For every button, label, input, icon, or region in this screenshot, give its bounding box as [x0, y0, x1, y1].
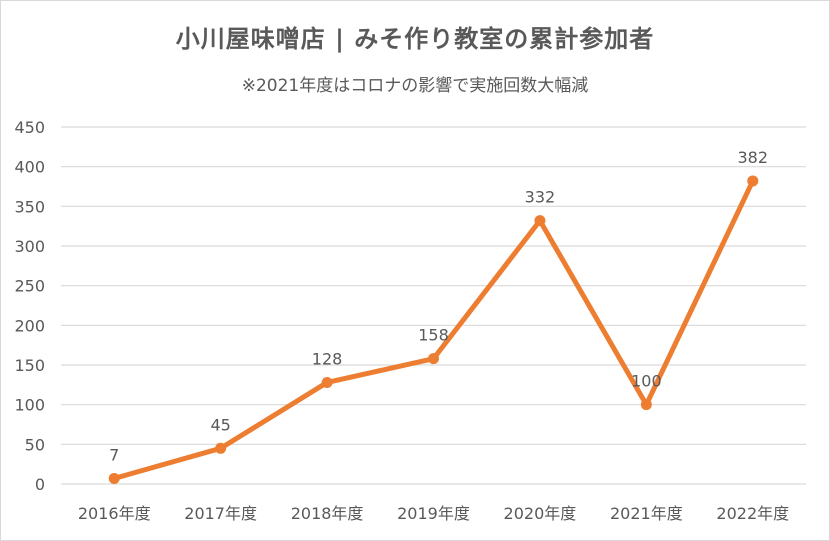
x-tick-label: 2018年度	[291, 504, 364, 523]
data-label: 128	[312, 349, 343, 368]
y-tick-label: 300	[14, 237, 45, 256]
y-tick-label: 450	[14, 118, 45, 137]
data-label: 382	[738, 148, 769, 167]
y-tick-label: 0	[35, 475, 45, 494]
x-tick-label: 2020年度	[504, 504, 577, 523]
x-tick-label: 2017年度	[184, 504, 257, 523]
x-tick-label: 2021年度	[610, 504, 683, 523]
y-tick-label: 400	[14, 158, 45, 177]
data-point	[215, 442, 227, 454]
data-label: 7	[109, 445, 119, 464]
y-tick-label: 250	[14, 277, 45, 296]
y-tick-label: 150	[14, 356, 45, 375]
data-label: 332	[525, 188, 556, 207]
gridlines	[61, 126, 806, 485]
chart-subtitle: ※2021年度はコロナの影響で実施回数大幅減	[241, 76, 589, 96]
data-label: 45	[210, 415, 230, 434]
x-tick-label: 2016年度	[78, 504, 151, 523]
x-axis-ticks: 2016年度 2017年度 2018年度 2019年度 2020年度 2021年度 2022…	[78, 504, 789, 523]
data-point	[640, 399, 652, 411]
x-tick-label: 2019年度	[397, 504, 470, 523]
data-point	[428, 353, 439, 365]
data-labels: 7 45 128 158 332 100 382	[109, 148, 769, 464]
data-points	[108, 175, 759, 484]
y-axis-ticks: 0 50 100 150 200 250 300 350 400 450	[14, 118, 45, 494]
y-tick-label: 350	[14, 197, 45, 216]
data-point	[108, 472, 120, 484]
y-tick-label: 200	[14, 316, 45, 335]
x-tick-label: 2022年度	[716, 504, 789, 523]
data-label: 100	[631, 372, 662, 391]
data-point	[534, 215, 546, 227]
data-point	[747, 175, 759, 187]
chart-title: 小川屋味噌店 | みそ作り教室の累計参加者	[175, 25, 655, 53]
y-tick-label: 50	[25, 435, 45, 454]
y-tick-label: 100	[14, 396, 45, 415]
data-point	[321, 376, 333, 388]
data-label: 158	[418, 326, 449, 345]
